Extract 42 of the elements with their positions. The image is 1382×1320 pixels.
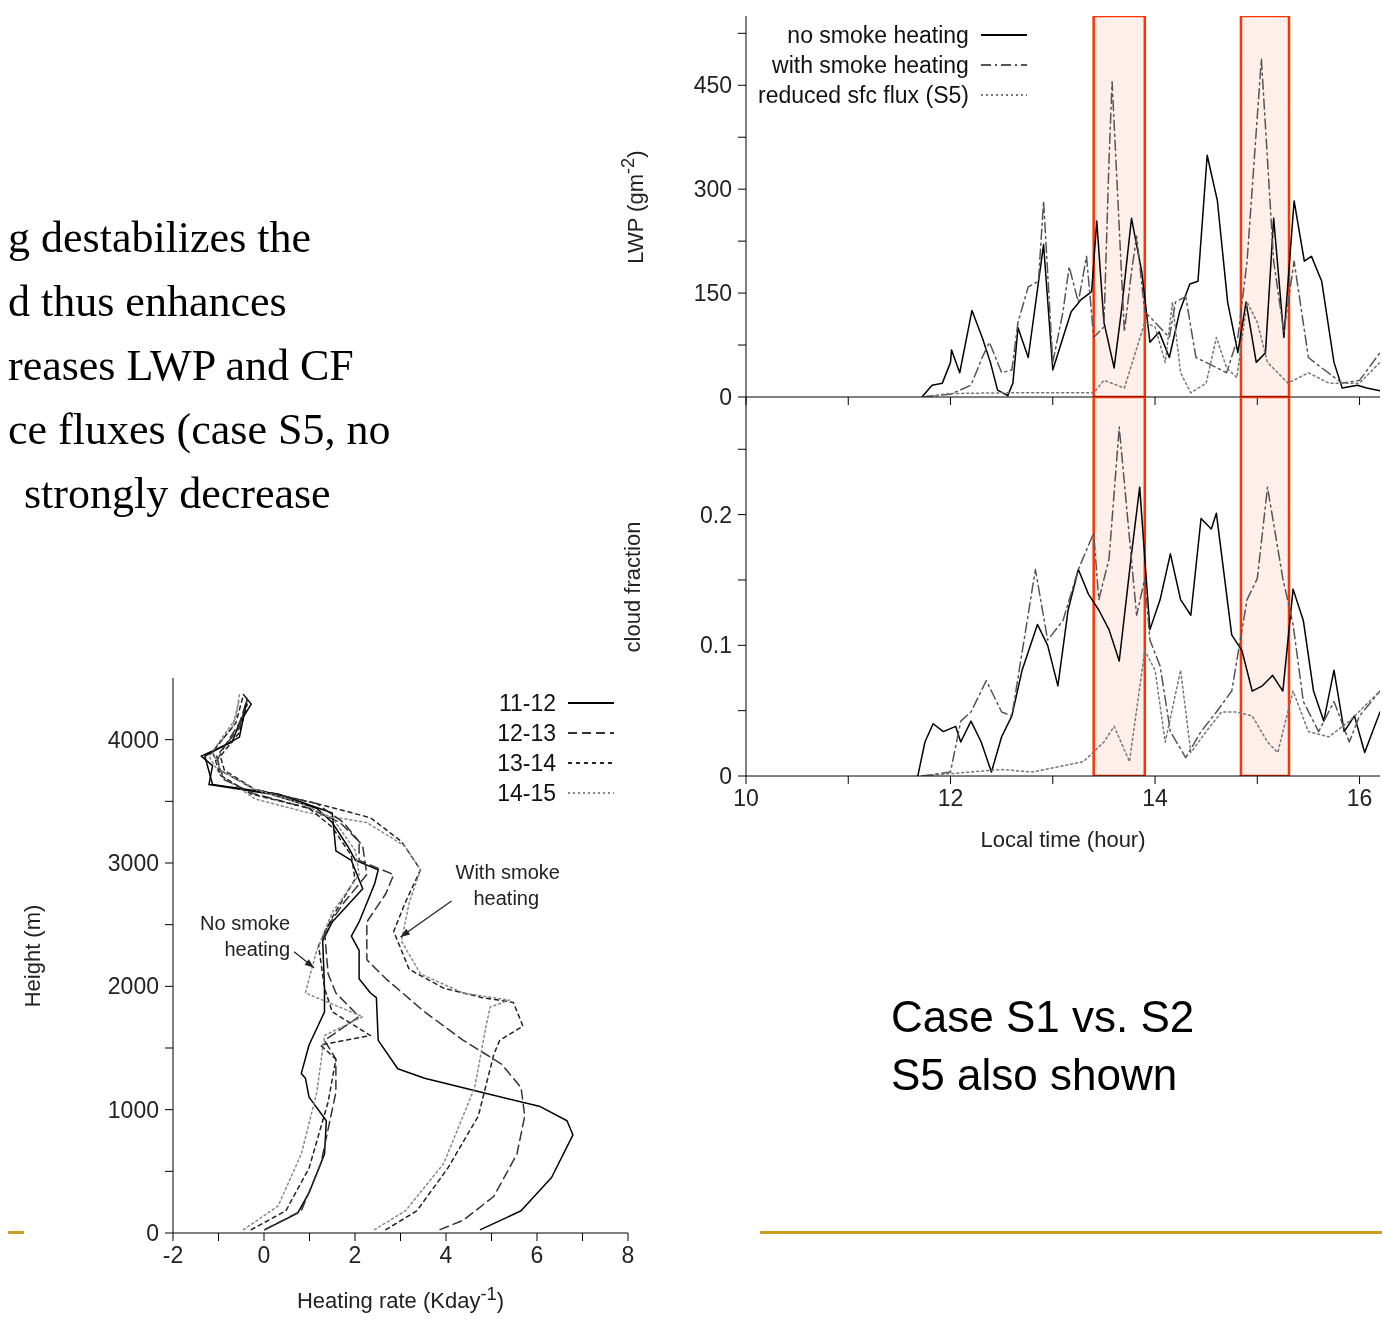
- annotation: No smoke heating: [200, 911, 291, 960]
- x-tick-label: 2: [348, 1242, 362, 1269]
- annotation: With smoke heating: [455, 861, 560, 909]
- legend-label: 14-15: [497, 779, 556, 808]
- y-tick-label: 150: [693, 280, 732, 307]
- y-tick-label: 4000: [107, 726, 159, 753]
- y-tick-label: 0.2: [700, 501, 732, 528]
- y-tick-label: 1000: [107, 1096, 159, 1123]
- x-tick-label: 0: [257, 1242, 271, 1269]
- x-tick-label: 10: [733, 785, 759, 812]
- x-axis-title: Heating rate (Kday$^{-1}$): [296, 1283, 505, 1315]
- legend-label: no smoke heating: [787, 21, 969, 50]
- x-tick-label: 16: [1346, 785, 1373, 812]
- legend-label: 12-13: [497, 719, 556, 748]
- y-tick-label: 0: [719, 384, 732, 411]
- text: d thus enhances: [8, 276, 288, 328]
- x-tick-label: 14: [1142, 785, 1169, 812]
- y-tick-label: 3000: [107, 850, 159, 877]
- x-tick-label: 4: [439, 1242, 453, 1269]
- y-tick-label: 0: [719, 763, 732, 790]
- y-tick-label: 0.1: [700, 632, 732, 659]
- y-tick-label: 300: [693, 176, 732, 203]
- text: ce fluxes (case S5, no: [8, 404, 392, 456]
- x-tick-label: 6: [530, 1242, 544, 1269]
- y-tick-label: 450: [693, 72, 732, 99]
- x-tick-label: 8: [621, 1242, 635, 1269]
- y-axis-title: Height (m): [20, 904, 46, 1007]
- x-axis-title: Local time (hour): [980, 827, 1146, 853]
- legend-label: reduced sfc flux (S5): [758, 81, 969, 110]
- x-tick-label: -2: [162, 1242, 184, 1269]
- text: g destabilizes the: [8, 212, 312, 264]
- x-tick-label: 12: [937, 785, 964, 812]
- legend-label: 11-12: [498, 689, 556, 718]
- legend-label: 13-14: [497, 749, 556, 778]
- text: strongly decrease: [23, 468, 332, 520]
- text: Case S1 vs. S2: [891, 991, 1196, 1043]
- text: reases LWP and CF: [8, 340, 355, 392]
- y-tick-label: 0: [146, 1220, 159, 1247]
- y-axis-title: cloud fraction: [620, 521, 646, 652]
- legend-label: with smoke heating: [772, 51, 969, 80]
- y-tick-label: 2000: [107, 973, 159, 1000]
- text: S5 also shown: [891, 1049, 1179, 1101]
